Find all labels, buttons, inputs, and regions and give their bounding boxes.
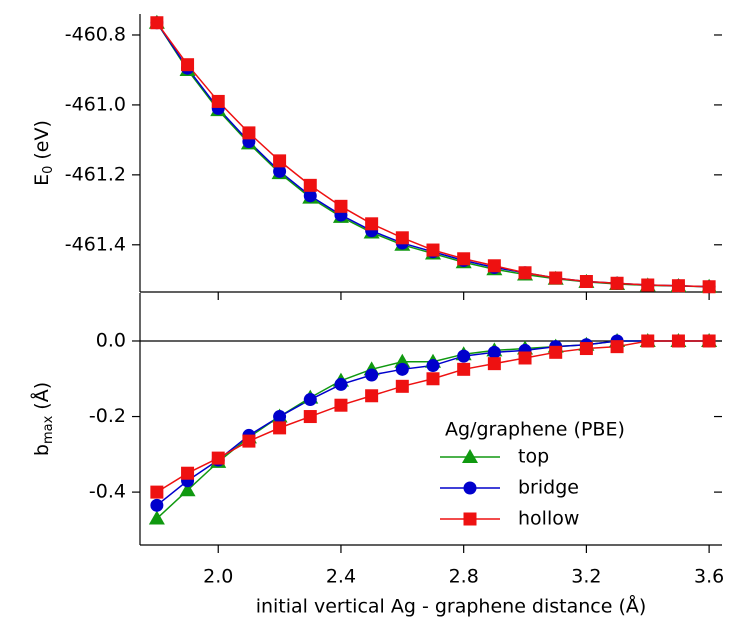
marker [579,342,593,356]
legend-title: Ag/graphene (PBE) [445,419,625,441]
marker [242,126,256,140]
x-axis-label: initial vertical Ag - graphene distance … [256,595,647,618]
marker [395,362,409,376]
y-axis-label: bmax (Å) [30,382,56,456]
y-tick-label: -461.0 [65,93,126,115]
marker [211,94,225,108]
y-tick-label: -460.8 [65,23,126,45]
marker [211,451,225,465]
marker [365,368,379,382]
marker [395,379,409,393]
marker [518,266,532,280]
y-tick-label: -0.4 [89,481,126,503]
legend-label: hollow [518,508,579,530]
legend-label: bridge [518,477,579,499]
legend-label: top [518,446,549,468]
y-axis-label-part: max [41,415,56,444]
marker [702,334,716,348]
marker [303,178,317,192]
marker [273,410,287,424]
marker [395,231,409,245]
marker [487,259,501,273]
marker [273,154,287,168]
marker [150,498,164,512]
marker [487,357,501,371]
marker [457,349,471,363]
marker [334,377,348,391]
marker [148,510,165,525]
marker [273,164,287,178]
marker [610,340,624,354]
marker [242,434,256,448]
y-axis-label-part: E [31,174,53,186]
y-tick-label: -461.2 [65,163,126,185]
marker [150,16,164,30]
y-tick-label: -0.2 [89,405,126,427]
y-axis-label-part: 0 [41,166,56,174]
x-tick-label: 2.4 [326,566,356,588]
x-tick-label: 3.2 [571,566,601,588]
y-axis-label-part: b [31,444,53,456]
marker [671,334,685,348]
marker [426,359,440,373]
y-axis-label: E0 (eV) [31,120,56,186]
x-tick-label: 2.8 [449,566,479,588]
marker [181,466,195,480]
marker [334,199,348,213]
marker [549,271,563,285]
y-axis-label-part: (Å) [30,382,53,410]
legend-marker [462,449,478,463]
marker [303,189,317,203]
marker [579,275,593,289]
marker [181,58,195,72]
marker [303,393,317,407]
marker [671,279,685,293]
legend-marker [463,481,477,495]
marker [179,482,196,497]
marker [641,334,655,348]
x-tick-label: 3.6 [694,566,724,588]
marker [334,398,348,412]
marker [487,345,501,359]
marker [457,252,471,266]
marker [365,217,379,231]
y-axis-label-part: (eV) [31,120,53,160]
marker [610,276,624,290]
marker [303,410,317,424]
marker [457,362,471,376]
marker [549,345,563,359]
marker [702,280,716,294]
marker [641,278,655,292]
x-tick-label: 2.0 [203,566,233,588]
marker [273,421,287,435]
legend-marker [463,512,477,526]
marker [518,351,532,365]
y-tick-label: 0.0 [96,329,126,351]
marker [150,485,164,499]
marker [426,243,440,257]
y-tick-label: -461.4 [65,233,126,255]
marker [426,372,440,386]
marker [365,389,379,403]
